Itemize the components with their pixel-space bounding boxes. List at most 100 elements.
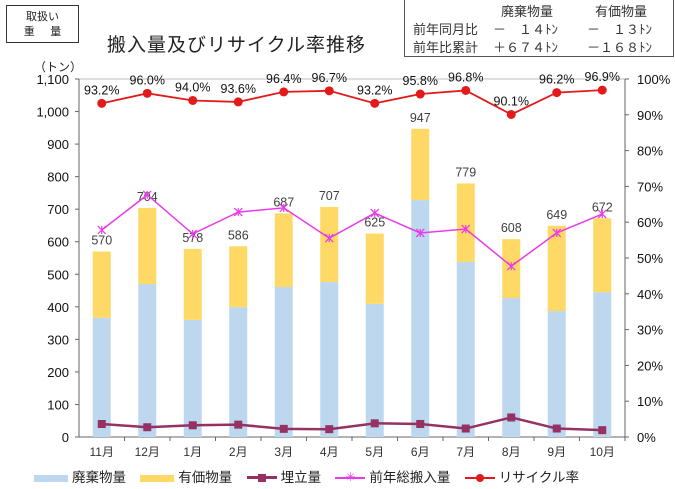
legend-swatch-valuable bbox=[140, 474, 175, 482]
bar-waste bbox=[183, 319, 202, 437]
recycle-rate-label: 96.2% bbox=[539, 73, 574, 87]
legend-item-valuable: 有価物量 bbox=[140, 466, 232, 486]
prev-year-point bbox=[233, 207, 243, 217]
y-tick-label: 500 bbox=[47, 267, 69, 282]
x-tick-label: 2月 bbox=[229, 445, 248, 459]
y-tick-label: 1,100 bbox=[36, 72, 69, 87]
prev-year-point bbox=[415, 228, 425, 238]
summary-table: 廃棄物量 有価物量 前年同月比 － １４ﾄﾝ － １３ﾄﾝ 前年比累計 ＋６７４… bbox=[404, 0, 674, 57]
y-axis-unit-label: （トン） bbox=[34, 60, 83, 74]
y-tick-label: 200 bbox=[47, 365, 69, 380]
legend-label: リサイクル率 bbox=[498, 470, 580, 486]
recycle-rate-point bbox=[370, 98, 380, 108]
legend-label: 有価物量 bbox=[178, 470, 233, 486]
landfill-point bbox=[325, 425, 334, 434]
y2-tick-label: 80% bbox=[637, 144, 663, 159]
recycle-rate-label: 93.2% bbox=[84, 83, 119, 97]
bar-total-label: 586 bbox=[228, 228, 249, 242]
recycle-rate-point bbox=[97, 98, 107, 108]
bar-waste bbox=[320, 282, 339, 437]
landfill-line bbox=[101, 416, 603, 432]
x-tick-label: 5月 bbox=[365, 445, 384, 459]
y-tick-label: 800 bbox=[47, 170, 69, 185]
bar-waste bbox=[138, 284, 157, 437]
x-tick-label: 8月 bbox=[502, 445, 521, 459]
landfill-point bbox=[279, 424, 288, 433]
summary-row-waste: ＋６７４ﾄﾝ bbox=[493, 41, 559, 56]
legend-swatch-waste bbox=[34, 474, 68, 482]
recycle-rate-line bbox=[101, 89, 603, 116]
legend-swatch-recycle-rate bbox=[464, 471, 495, 485]
recycle-rate-point bbox=[552, 88, 562, 98]
y-tick-label: 700 bbox=[47, 202, 69, 217]
x-tick-label: 10月 bbox=[590, 445, 615, 459]
y-tick-label: 900 bbox=[47, 137, 69, 152]
bar-total-label: 947 bbox=[410, 111, 431, 125]
recycle-rate-point bbox=[461, 85, 471, 95]
bar-waste bbox=[502, 298, 521, 437]
legend-swatch-landfill bbox=[246, 471, 277, 485]
bar-valuable bbox=[365, 233, 384, 304]
bar-total-label: 625 bbox=[364, 216, 385, 230]
y2-tick-label: 40% bbox=[637, 287, 663, 302]
y2-tick-label: 10% bbox=[637, 394, 663, 409]
x-tick-label: 11月 bbox=[90, 445, 114, 459]
recycle-rate-point bbox=[279, 87, 289, 97]
y2-tick-label: 60% bbox=[637, 215, 663, 230]
recycle-rate-point bbox=[324, 86, 334, 96]
recycle-rate-label: 90.1% bbox=[494, 94, 529, 108]
prev-year-point bbox=[97, 225, 107, 235]
legend-label: 廃棄物量 bbox=[72, 470, 126, 486]
recycle-rate-point bbox=[233, 97, 243, 107]
x-tick-label: 9月 bbox=[547, 445, 566, 459]
recycle-rate-point bbox=[142, 88, 152, 98]
y-tick-label: 600 bbox=[47, 235, 69, 250]
prev-year-point bbox=[279, 203, 289, 213]
prev-year-point bbox=[461, 224, 471, 234]
prev-year-point bbox=[506, 261, 516, 271]
landfill-point bbox=[188, 421, 197, 430]
y2-tick-label: 30% bbox=[637, 323, 663, 338]
landfill-point bbox=[461, 424, 470, 433]
recycle-rate-point bbox=[188, 95, 198, 105]
legend-label: 前年総搬入量 bbox=[369, 470, 451, 486]
x-tick-label: 12月 bbox=[135, 445, 160, 459]
bar-waste bbox=[92, 317, 111, 437]
bar-waste bbox=[274, 286, 293, 437]
prev-year-line bbox=[101, 193, 603, 268]
recycle-rate-label: 94.0% bbox=[175, 80, 210, 94]
landfill-point bbox=[552, 424, 561, 433]
y-tick-label: 0 bbox=[62, 430, 69, 445]
legend-item-landfill: 埋立量 bbox=[246, 466, 322, 486]
y-tick-label: 400 bbox=[47, 300, 69, 315]
summary-row-label: 前年比累計 bbox=[413, 41, 479, 56]
y2-tick-label: 70% bbox=[637, 179, 663, 194]
bar-waste bbox=[456, 261, 475, 437]
legend-item-prev-year: ✳ 前年総搬入量 bbox=[335, 466, 450, 486]
bar-valuable bbox=[183, 248, 202, 320]
x-tick-label: 7月 bbox=[456, 445, 475, 459]
landfill-point bbox=[370, 419, 379, 428]
bar-total-label: 570 bbox=[91, 233, 112, 247]
bar-waste bbox=[547, 311, 566, 437]
y2-tick-label: 20% bbox=[637, 358, 663, 373]
handling-box-line2: 重 量 bbox=[23, 25, 68, 38]
chart-title: 搬入量及びリサイクル率推移 bbox=[107, 34, 367, 56]
prev-year-point bbox=[188, 229, 198, 239]
bar-total-label: 707 bbox=[319, 189, 340, 203]
handling-box-line1: 取扱い bbox=[26, 10, 59, 23]
legend-label: 埋立量 bbox=[280, 470, 322, 486]
bar-total-label: 672 bbox=[592, 200, 613, 214]
recycle-rate-label: 96.0% bbox=[130, 73, 165, 87]
x-tick-label: 6月 bbox=[411, 445, 430, 459]
legend-item-waste: 廃棄物量 bbox=[34, 466, 126, 486]
bar-total-label: 649 bbox=[546, 208, 567, 222]
recycle-rate-label: 96.8% bbox=[448, 70, 483, 84]
y-tick-label: 300 bbox=[47, 332, 69, 347]
summary-row-valuable: －１６８ﾄﾝ bbox=[587, 41, 653, 56]
prev-year-point bbox=[597, 209, 607, 219]
recycle-rate-label: 96.9% bbox=[585, 70, 620, 84]
landfill-point bbox=[97, 419, 106, 428]
legend-swatch-prev-year: ✳ bbox=[335, 471, 366, 485]
bar-valuable bbox=[92, 251, 111, 318]
